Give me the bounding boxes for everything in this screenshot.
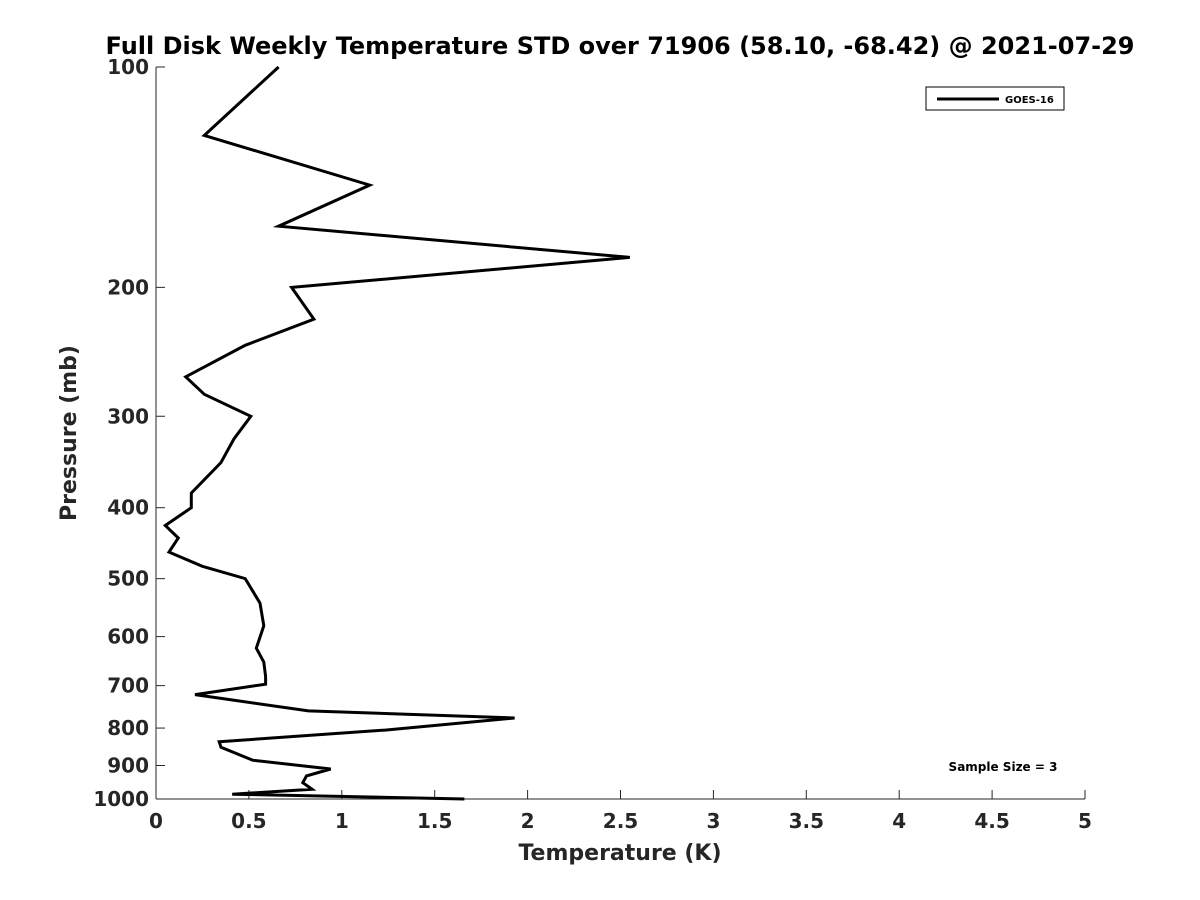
y-tick-label: 1000 xyxy=(93,787,149,811)
x-tick-label: 3 xyxy=(706,809,720,833)
y-tick-label: 400 xyxy=(107,496,149,520)
series-line-goes-16 xyxy=(162,65,630,801)
y-tick-label: 900 xyxy=(107,754,149,778)
x-tick-label: 1 xyxy=(335,809,349,833)
x-tick-label: 4.5 xyxy=(974,809,1009,833)
y-tick-label: 200 xyxy=(107,275,149,299)
x-tick-label: 0 xyxy=(149,809,163,833)
x-tick-label: 2.5 xyxy=(603,809,638,833)
sample-size-annotation: Sample Size = 3 xyxy=(949,760,1058,774)
y-tick-label: 800 xyxy=(107,716,149,740)
x-axis-label: Temperature (K) xyxy=(518,841,721,866)
y-tick-label: 500 xyxy=(107,567,149,591)
y-axis-label: Pressure (mb) xyxy=(57,345,82,521)
y-axis-ticks: 100 200 300 400 500 600 700 800 900 1000 xyxy=(93,55,165,811)
series-layer xyxy=(162,65,630,801)
y-tick-label: 100 xyxy=(107,55,149,79)
x-tick-label: 3.5 xyxy=(789,809,824,833)
legend: GOES-16 xyxy=(925,86,1065,111)
x-axis-ticks: 0 0.5 1 1.5 2 2.5 3 3.5 4 4.5 5 xyxy=(149,790,1092,833)
y-tick-label: 300 xyxy=(107,404,149,428)
legend-series-label: GOES-16 xyxy=(1005,95,1054,106)
x-tick-label: 1.5 xyxy=(417,809,452,833)
x-tick-label: 5 xyxy=(1078,809,1092,833)
y-tick-label: 600 xyxy=(107,625,149,649)
y-tick-label: 700 xyxy=(107,674,149,698)
x-tick-label: 0.5 xyxy=(231,809,266,833)
x-tick-label: 2 xyxy=(521,809,535,833)
plot-frame xyxy=(155,67,1085,800)
chart-title: Full Disk Weekly Temperature STD over 71… xyxy=(106,32,1135,60)
x-tick-label: 4 xyxy=(892,809,906,833)
